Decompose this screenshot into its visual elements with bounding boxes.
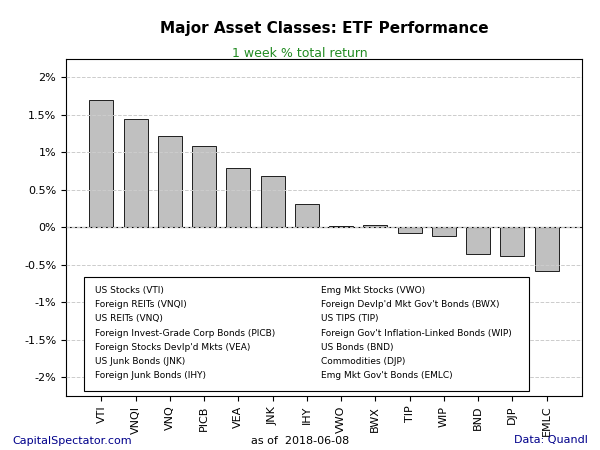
Bar — [398, 227, 422, 233]
Text: CapitalSpectator.com: CapitalSpectator.com — [12, 436, 131, 446]
Text: Emg Mkt Gov't Bonds (EMLC): Emg Mkt Gov't Bonds (EMLC) — [320, 371, 452, 380]
Title: Major Asset Classes: ETF Performance: Major Asset Classes: ETF Performance — [160, 22, 488, 36]
Bar — [226, 168, 250, 227]
Text: US Stocks (VTI): US Stocks (VTI) — [95, 286, 163, 295]
Bar — [260, 176, 284, 227]
Text: US Bonds (BND): US Bonds (BND) — [320, 343, 393, 352]
Bar — [432, 227, 456, 236]
Text: Emg Mkt Stocks (VWO): Emg Mkt Stocks (VWO) — [320, 286, 425, 295]
Text: US REITs (VNQ): US REITs (VNQ) — [95, 314, 163, 323]
Text: Foreign REITs (VNQI): Foreign REITs (VNQI) — [95, 300, 187, 309]
Bar — [364, 225, 388, 227]
Text: as of  2018-06-08: as of 2018-06-08 — [251, 436, 349, 446]
Bar — [535, 227, 559, 271]
Text: Foreign Invest-Grade Corp Bonds (PICB): Foreign Invest-Grade Corp Bonds (PICB) — [95, 328, 275, 338]
Bar — [329, 226, 353, 227]
Bar — [500, 227, 524, 256]
Text: Foreign Stocks Devlp'd Mkts (VEA): Foreign Stocks Devlp'd Mkts (VEA) — [95, 343, 250, 352]
Text: Foreign Devlp'd Mkt Gov't Bonds (BWX): Foreign Devlp'd Mkt Gov't Bonds (BWX) — [320, 300, 499, 309]
Bar — [89, 100, 113, 227]
Text: US Junk Bonds (JNK): US Junk Bonds (JNK) — [95, 357, 185, 366]
Bar — [192, 145, 216, 227]
Bar — [124, 119, 148, 227]
Bar — [466, 227, 490, 253]
Text: Foreign Gov't Inflation-Linked Bonds (WIP): Foreign Gov't Inflation-Linked Bonds (WI… — [320, 328, 511, 338]
Text: US TIPS (TIP): US TIPS (TIP) — [320, 314, 378, 323]
Text: Commodities (DJP): Commodities (DJP) — [320, 357, 405, 366]
Text: 1 week % total return: 1 week % total return — [232, 47, 368, 60]
Text: Foreign Junk Bonds (IHY): Foreign Junk Bonds (IHY) — [95, 371, 206, 380]
FancyBboxPatch shape — [85, 277, 529, 391]
Bar — [158, 136, 182, 227]
Bar — [295, 204, 319, 227]
Text: Data: Quandl: Data: Quandl — [514, 436, 588, 446]
